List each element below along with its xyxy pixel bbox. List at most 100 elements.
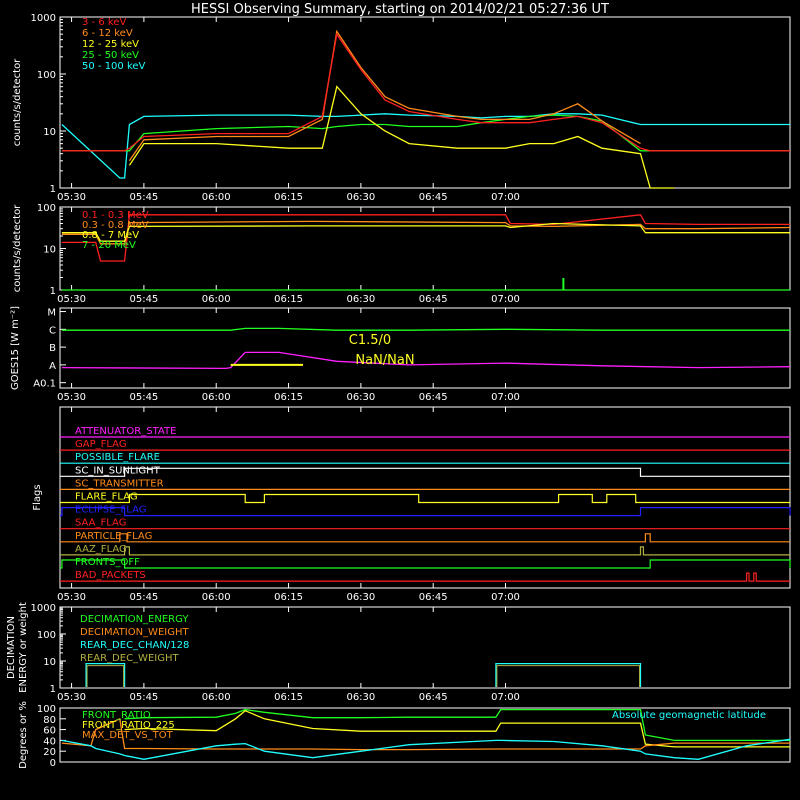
- x-tick-label: 05:45: [129, 192, 158, 203]
- legend-entry: 3 - 6 keV: [82, 17, 126, 28]
- flag-label: BAD_PACKETS: [75, 570, 146, 581]
- series-line: [61, 32, 790, 152]
- x-tick-label: 07:00: [491, 592, 520, 603]
- y-axis-label: Flags: [32, 484, 43, 510]
- x-tick-label: 06:45: [419, 592, 448, 603]
- legend-entry: 50 - 100 keV: [82, 61, 146, 72]
- legend-entry: DECIMATION_WEIGHT: [80, 627, 189, 638]
- rear-decimation-box: [495, 663, 642, 687]
- series-line: [61, 222, 790, 242]
- y-tick-label: 100: [37, 70, 56, 81]
- x-tick-label: 05:45: [129, 294, 158, 305]
- series-line: [124, 708, 790, 742]
- x-tick-label: 06:00: [202, 592, 231, 603]
- series-line: [61, 327, 790, 331]
- x-tick-label: 05:30: [57, 592, 86, 603]
- y-tick-label: 100: [37, 704, 56, 715]
- legend-entry: 12 - 25 keV: [82, 39, 139, 50]
- flag-label: SC_IN_SUNLIGHT: [75, 465, 161, 476]
- series-line: [61, 738, 791, 760]
- x-tick-label: 06:15: [274, 692, 303, 703]
- flag-label: PARTICLE_FLAG: [75, 531, 152, 542]
- y-tick-label: C: [49, 325, 56, 336]
- x-tick-label: 06:15: [274, 192, 303, 203]
- y-axis-label: ENERGY or weight: [18, 602, 29, 693]
- legend-entry: MAX_DET_VS_TOT: [82, 730, 174, 741]
- series-line: [61, 113, 790, 179]
- x-tick-label: 06:15: [274, 294, 303, 305]
- x-tick-label: 05:30: [57, 192, 86, 203]
- geomag-panel-frame: [59, 707, 791, 763]
- flag-trace: [60, 493, 790, 504]
- y-tick-label: 1000: [31, 13, 56, 24]
- y-tick-label: M: [47, 308, 56, 319]
- x-tick-label: 06:45: [419, 294, 448, 305]
- x-tick-label: 06:00: [202, 692, 231, 703]
- y-tick-label: 1000: [31, 603, 56, 614]
- x-tick-label: 05:45: [129, 692, 158, 703]
- x-tick-label: 06:45: [419, 692, 448, 703]
- flag-label: FLARE_FLAG: [75, 492, 138, 503]
- x-tick-label: 06:30: [346, 294, 375, 305]
- x-tick-label: 06:15: [274, 592, 303, 603]
- background-panel-frame: [59, 206, 791, 291]
- flag-trace: [60, 559, 791, 569]
- y-tick-label: 20: [43, 747, 56, 758]
- x-tick-label: 06:00: [202, 192, 231, 203]
- flag-label: GAP_FLAG: [75, 439, 127, 450]
- x-tick-label: 05:45: [129, 592, 158, 603]
- y-tick-label: 60: [43, 726, 56, 737]
- x-tick-label: 06:15: [274, 392, 303, 403]
- flag-trace: [60, 507, 791, 517]
- y-tick-label: 40: [43, 736, 56, 747]
- goes-panel-frame: [59, 307, 791, 389]
- flare-peak-annotation: NaN/NaN: [355, 353, 414, 368]
- x-tick-label: 07:00: [491, 294, 520, 305]
- x-tick-label: 05:30: [57, 692, 86, 703]
- x-tick-label: 05:45: [129, 392, 158, 403]
- figure-title: HESSI Observing Summary, starting on 201…: [191, 2, 609, 17]
- x-tick-label: 06:30: [346, 392, 375, 403]
- y-axis-label: DECIMATION: [6, 616, 17, 679]
- x-tick-label: 06:30: [346, 692, 375, 703]
- flag-trace: [60, 533, 790, 543]
- y-tick-label: 1: [50, 184, 56, 195]
- legend-entry: 25 - 50 keV: [82, 50, 139, 61]
- y-tick-label: 80: [43, 715, 56, 726]
- series-line: [61, 220, 791, 245]
- geomag-latitude-label: Absolute geomagnetic latitude: [612, 710, 766, 721]
- y-tick-label: 100: [37, 203, 56, 214]
- x-tick-label: 06:45: [419, 192, 448, 203]
- y-axis-label: Degrees or %: [18, 701, 29, 769]
- legend-entry: DECIMATION_ENERGY: [80, 614, 189, 625]
- y-axis-label: GOES15 [W m⁻²]: [10, 306, 21, 390]
- x-tick-label: 06:00: [202, 392, 231, 403]
- rear-weight-box: [86, 665, 125, 687]
- y-tick-label: A0.1: [33, 379, 56, 390]
- x-tick-label: 05:30: [57, 392, 86, 403]
- flag-label: ATTENUATOR_STATE: [75, 426, 176, 437]
- y-tick-label: 0: [50, 758, 56, 769]
- series-line: [61, 717, 790, 751]
- flag-label: FRONTS_OFF: [75, 557, 140, 568]
- series-line: [124, 709, 790, 748]
- x-tick-label: 06:45: [419, 392, 448, 403]
- y-tick-label: B: [49, 343, 56, 354]
- series-line: [61, 351, 791, 370]
- rear-decimation-box: [85, 663, 126, 687]
- flag-label: SC_TRANSMITTER: [75, 478, 164, 489]
- legend-entry: 6 - 12 keV: [82, 28, 133, 39]
- y-tick-label: 1: [50, 684, 56, 695]
- x-tick-label: 07:00: [491, 692, 520, 703]
- legend-entry: REAR_DEC_CHAN/128: [80, 640, 189, 651]
- flags-panel-frame: [59, 406, 791, 589]
- y-tick-label: 1: [50, 286, 56, 297]
- legend-entry: REAR_DEC_WEIGHT: [80, 653, 179, 664]
- flag-label: ECLIPSE_FLAG: [75, 505, 146, 516]
- rear-weight-box: [496, 665, 641, 687]
- y-tick-label: A: [49, 361, 56, 372]
- x-tick-label: 07:00: [491, 192, 520, 203]
- x-tick-label: 07:00: [491, 392, 520, 403]
- legend-entry: 7 - 20 MeV: [82, 240, 136, 251]
